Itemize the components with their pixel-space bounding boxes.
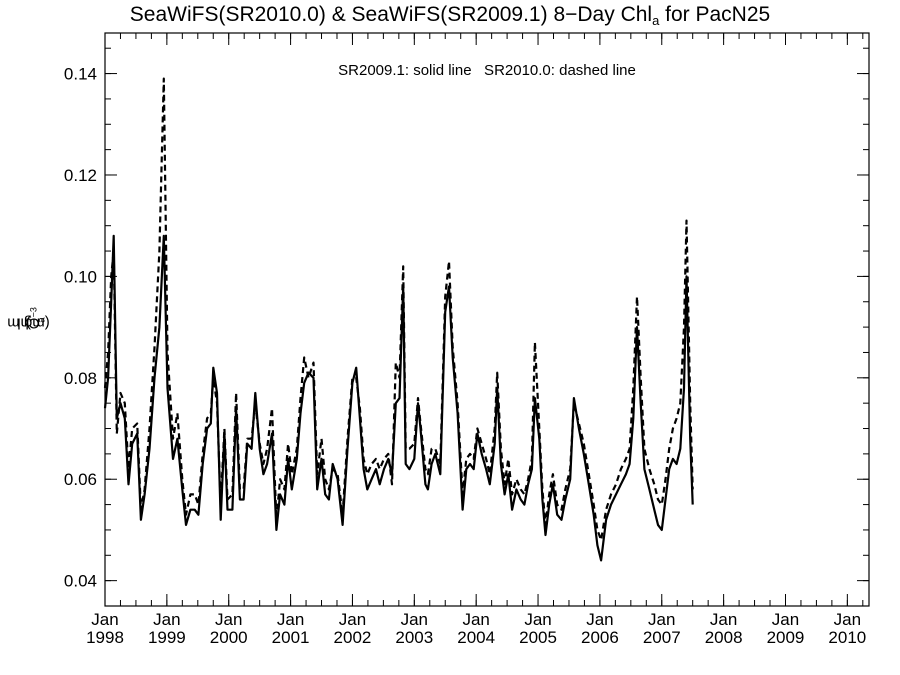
- x-tick-label-month: Jan: [772, 610, 799, 629]
- x-tick-label-year: 2009: [767, 628, 805, 647]
- x-tick-label-year: 2001: [272, 628, 310, 647]
- x-tick-label-year: 2003: [395, 628, 433, 647]
- series-line-sr2010-0: [103, 77, 694, 542]
- series-line-sr2009-1: [103, 234, 694, 562]
- x-tick-label-month: Jan: [462, 610, 489, 629]
- x-tick-label-month: Jan: [277, 610, 304, 629]
- x-tick-label-month: Jan: [524, 610, 551, 629]
- x-tick-label-year: 2002: [334, 628, 372, 647]
- y-tick-label: 0.08: [64, 369, 97, 388]
- x-tick-label-year: 1998: [86, 628, 124, 647]
- x-axis-ticks: Jan1998Jan1999Jan2000Jan2001Jan2002Jan20…: [86, 33, 866, 647]
- x-tick-label-year: 2005: [519, 628, 557, 647]
- x-tick-label-year: 2006: [581, 628, 619, 647]
- x-tick-label-month: Jan: [215, 610, 242, 629]
- y-tick-label: 0.06: [64, 470, 97, 489]
- x-tick-label-month: Jan: [834, 610, 861, 629]
- x-tick-label-month: Jan: [339, 610, 366, 629]
- x-tick-label-month: Jan: [401, 610, 428, 629]
- x-tick-label-year: 2000: [210, 628, 248, 647]
- plot-frame: [104, 32, 870, 607]
- x-tick-label-year: 2007: [643, 628, 681, 647]
- x-tick-label-month: Jan: [91, 610, 118, 629]
- y-tick-label: 0.12: [64, 166, 97, 185]
- x-tick-label-year: 2010: [828, 628, 866, 647]
- series-legend-note: SR2009.1: solid line SR2010.0: dashed li…: [338, 62, 636, 79]
- y-axis-ticks: 0.04 0.06 0.08 0.10 0.12 0.14: [64, 47, 869, 591]
- x-tick-label-year: 2008: [705, 628, 743, 647]
- x-tick-label-month: Jan: [586, 610, 613, 629]
- y-tick-label: 0.10: [64, 267, 97, 286]
- x-tick-label-year: 2004: [457, 628, 495, 647]
- x-tick-label-month: Jan: [153, 610, 180, 629]
- y-tick-label: 0.14: [64, 65, 97, 84]
- chart-title: SeaWiFS(SR2010.0) & SeaWiFS(SR2009.1) 8−…: [129, 3, 771, 28]
- x-tick-label-year: 1999: [148, 628, 186, 647]
- series-group: [103, 77, 694, 562]
- x-tick-label-month: Jan: [710, 610, 737, 629]
- y-tick-label: 0.04: [64, 572, 97, 591]
- x-tick-label-month: Jan: [648, 610, 675, 629]
